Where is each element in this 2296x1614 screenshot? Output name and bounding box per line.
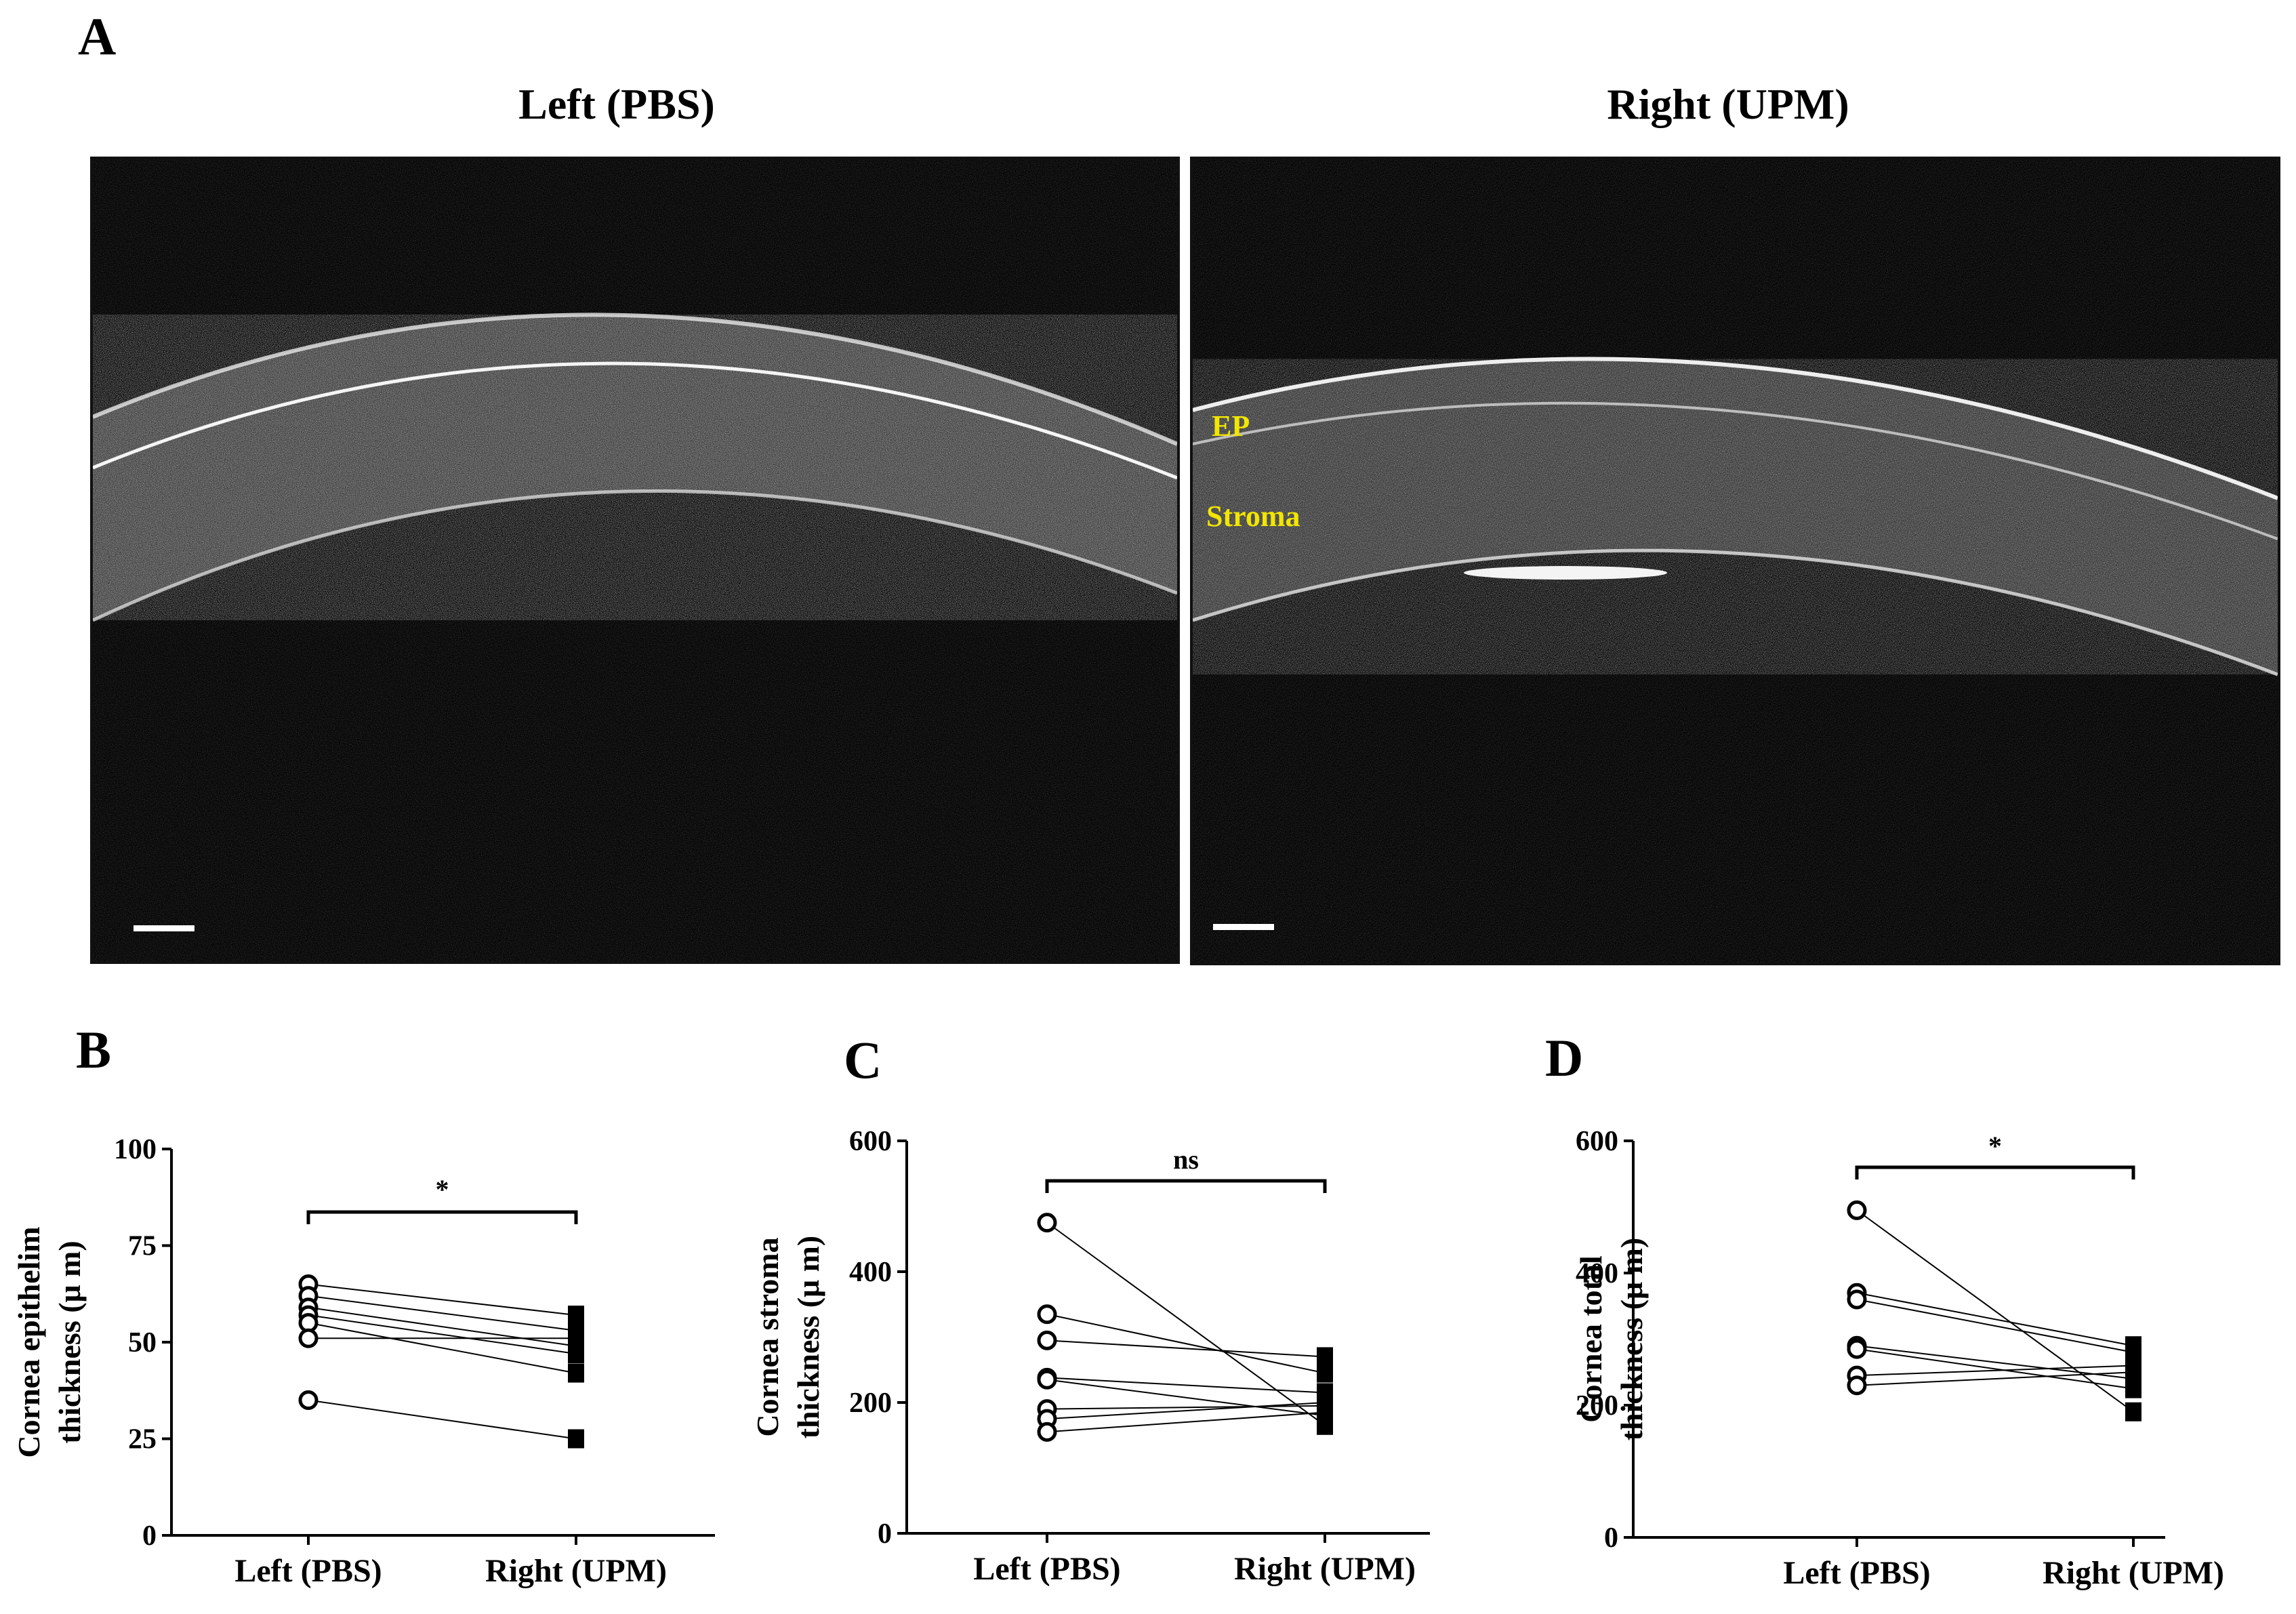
- y-tick-label-c: 600: [849, 1126, 892, 1157]
- panel-letter-b: B: [76, 1020, 112, 1079]
- pbs-point-b: [298, 1390, 319, 1410]
- right-oct-scan: [1193, 159, 2278, 963]
- right-oct-image: EP Stroma: [1190, 157, 2280, 965]
- x-tick-label-b: Right (UPM): [485, 1553, 667, 1589]
- pbs-point-d: [1847, 1289, 1867, 1310]
- y-axis-label-d: thickness (μ m): [1614, 1238, 1649, 1441]
- pair-line-d: [1856, 1209, 2134, 1413]
- left-oct-image: [90, 157, 1180, 964]
- pair-line-c: [1046, 1411, 1326, 1433]
- pbs-point-d: [1847, 1339, 1867, 1359]
- pair-line-d: [1856, 1365, 2134, 1377]
- x-tick-label-d: Right (UPM): [2043, 1555, 2224, 1591]
- significance-bracket-d: [1855, 1165, 2135, 1179]
- right-image-title: Right (UPM): [1607, 80, 1849, 128]
- pair-line-d: [1856, 1348, 2134, 1390]
- y-axis-label-b: thickness (μ m): [52, 1240, 87, 1444]
- significance-bracket-b: [306, 1210, 578, 1224]
- pair-line-c: [1046, 1402, 1326, 1420]
- pair-line-c: [1046, 1222, 1326, 1426]
- significance-label-b: *: [436, 1174, 449, 1205]
- left-oct-scan: [93, 159, 1177, 961]
- x-tick-label-b: Left (PBS): [234, 1553, 382, 1589]
- left-scale-bar: [134, 925, 194, 931]
- panel-letter-a: A: [78, 7, 117, 66]
- y-tick-label-d: 200: [1576, 1390, 1618, 1421]
- y-axis-label-c: Cornea stroma: [750, 1237, 785, 1436]
- y-tick-label-b: 25: [128, 1424, 157, 1455]
- y-tick-label-b: 100: [114, 1134, 157, 1165]
- pbs-point-c: [1037, 1213, 1057, 1233]
- left-image-title: Left (PBS): [518, 80, 715, 128]
- y-tick-label-b: 75: [128, 1231, 157, 1262]
- upm-point-b: [568, 1363, 584, 1383]
- pair-line-c: [1046, 1339, 1326, 1358]
- pair-line-c: [1046, 1377, 1326, 1394]
- pair-line-c: [1046, 1379, 1326, 1417]
- pbs-point-c: [1037, 1330, 1057, 1350]
- upm-point-c: [1317, 1363, 1333, 1383]
- pair-line-b: [308, 1399, 577, 1440]
- upm-point-c: [1317, 1347, 1333, 1367]
- y-tick-label-b: 50: [128, 1327, 157, 1358]
- ep-label: EP: [1212, 409, 1250, 443]
- y-tick-label-b: 0: [142, 1520, 157, 1552]
- x-tick-label-c: Left (PBS): [973, 1551, 1120, 1587]
- pbs-point-b: [298, 1328, 319, 1348]
- upm-point-d: [2125, 1363, 2141, 1382]
- pair-line-b: [308, 1295, 577, 1331]
- y-tick-label-d: 400: [1576, 1258, 1618, 1289]
- significance-label-d: *: [1988, 1131, 2002, 1161]
- pair-line-c: [1046, 1313, 1326, 1374]
- pair-line-d: [1856, 1292, 2134, 1347]
- upm-point-b: [568, 1329, 584, 1348]
- y-tick-label-c: 0: [878, 1518, 892, 1550]
- y-tick-label-c: 400: [849, 1257, 892, 1288]
- x-tick-label-c: Right (UPM): [1234, 1551, 1416, 1587]
- upm-point-b: [568, 1429, 584, 1449]
- pbs-point-c: [1037, 1421, 1057, 1442]
- pair-line-d: [1856, 1299, 2134, 1353]
- pair-line-b: [308, 1314, 577, 1355]
- pair-line-d: [1856, 1371, 2134, 1386]
- y-axis-label-c: thickness (μ m): [791, 1236, 825, 1439]
- pbs-point-c: [1037, 1304, 1057, 1325]
- y-tick-label-c: 200: [849, 1388, 892, 1419]
- upm-point-d: [2125, 1402, 2141, 1421]
- pair-line-c: [1046, 1405, 1326, 1410]
- significance-label-c: ns: [1173, 1144, 1199, 1175]
- pbs-point-d: [1847, 1200, 1867, 1220]
- right-scale-bar: [1213, 924, 1274, 930]
- y-tick-label-d: 0: [1604, 1522, 1618, 1554]
- y-axis-label-b: Cornea epithelim: [12, 1226, 46, 1457]
- upm-point-c: [1317, 1403, 1333, 1422]
- stroma-label: Stroma: [1206, 500, 1300, 533]
- y-tick-label-d: 600: [1576, 1126, 1618, 1157]
- pair-line-b: [308, 1306, 577, 1347]
- pair-line-b: [308, 1322, 577, 1374]
- panel-letter-c: C: [844, 1030, 882, 1089]
- x-tick-label-d: Left (PBS): [1783, 1555, 1930, 1591]
- significance-bracket-c: [1045, 1179, 1327, 1193]
- pair-line-d: [1856, 1345, 2134, 1379]
- y-axis-label-d: Cornea total: [1574, 1255, 1608, 1423]
- pair-line-b: [308, 1283, 577, 1316]
- pbs-point-d: [1847, 1375, 1867, 1396]
- upm-point-d: [2125, 1379, 2141, 1398]
- panel-letter-d: D: [1545, 1028, 1584, 1087]
- pbs-point-c: [1037, 1369, 1057, 1390]
